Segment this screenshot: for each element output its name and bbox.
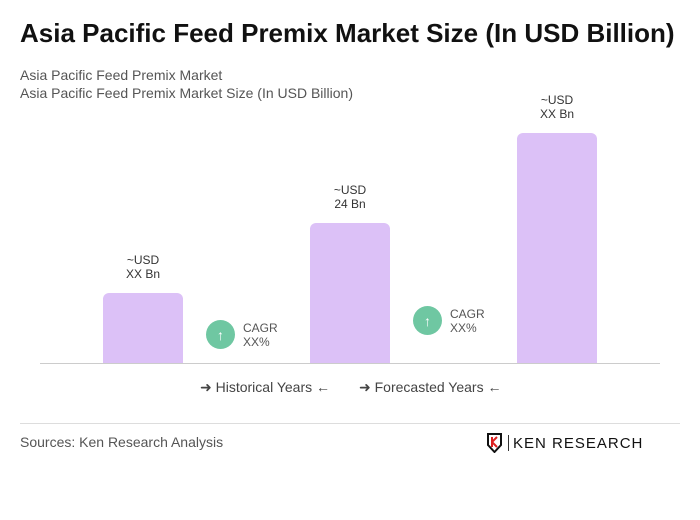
cagr-badge: ↑ CAGR XX% [413, 306, 485, 335]
bar [517, 133, 597, 363]
cagr-label: CAGR [243, 320, 278, 335]
bar [103, 293, 183, 363]
data-label: ~USD XX Bn [125, 253, 161, 281]
arrow-left-icon: ← [487, 379, 502, 395]
arrow-up-icon: ↑ [206, 320, 235, 349]
data-label: ~USD XX Bn [539, 93, 575, 121]
arrow-right-icon: ➜ [200, 379, 212, 395]
bar [310, 223, 390, 363]
legend-historical: ➜ Historical Years ← [200, 379, 330, 396]
logo-text: KEN RESEARCH [513, 434, 644, 452]
logo-icon [487, 433, 502, 453]
chart-subtitle: Asia Pacific Feed Premix Market [20, 67, 223, 83]
arrow-right-icon: ➜ [359, 379, 371, 395]
cagr-label: CAGR [450, 306, 485, 321]
arrow-left-icon: ← [316, 379, 331, 395]
data-label: ~USD 24 Bn [333, 183, 367, 211]
cagr-badge: ↑ CAGR XX% [206, 320, 278, 349]
legend-forecasted: ➜ Forecasted Years ← [359, 379, 501, 396]
cagr-value: XX% [243, 334, 270, 349]
legend-label: Forecasted Years [374, 379, 484, 395]
arrow-up-icon: ↑ [413, 306, 442, 335]
sources-text: Sources: Ken Research Analysis [20, 434, 224, 450]
divider [20, 423, 680, 424]
ken-research-logo: KEN RESEARCH [486, 433, 643, 453]
chart-subtitle-2: Asia Pacific Feed Premix Market Size (In… [20, 85, 353, 101]
x-axis [40, 363, 660, 364]
legend-label: Historical Years [215, 379, 313, 395]
cagr-value: XX% [450, 320, 477, 335]
chart-title: Asia Pacific Feed Premix Market Size (In… [20, 18, 675, 48]
